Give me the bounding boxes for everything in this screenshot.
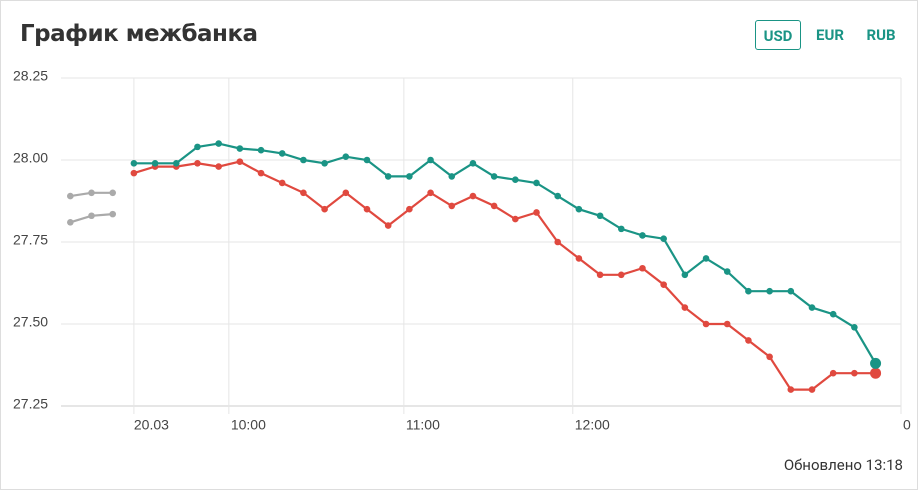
data-point [766, 353, 773, 361]
data-point [596, 271, 604, 279]
y-tick-label: 28.25 [13, 68, 48, 84]
data-point [851, 323, 858, 331]
data-point [384, 173, 392, 180]
data-point [130, 159, 138, 167]
data-point [554, 192, 562, 200]
series-line [133, 160, 876, 391]
data-point [172, 159, 180, 167]
data-point [130, 169, 138, 177]
data-point [257, 169, 265, 177]
data-point [870, 357, 882, 369]
data-point [512, 176, 519, 183]
data-point [787, 287, 795, 295]
data-point [406, 205, 413, 213]
y-tick-label: 27.25 [13, 396, 48, 412]
data-point [448, 202, 456, 210]
data-point [808, 386, 816, 393]
data-point [617, 225, 625, 233]
data-point [745, 337, 752, 344]
y-tick-label: 28.00 [13, 150, 48, 166]
data-point [406, 173, 413, 180]
data-point [427, 156, 434, 164]
data-point [851, 369, 858, 377]
x-tick-label: 20.03 [134, 417, 169, 433]
data-point [342, 189, 350, 197]
x-tick-label: 11:00 [406, 417, 440, 433]
y-tick-label: 27.50 [13, 314, 48, 330]
data-point [321, 159, 328, 167]
data-point [88, 212, 95, 220]
data-point [67, 219, 74, 226]
data-point [88, 189, 95, 197]
data-point [808, 304, 816, 311]
data-point [512, 215, 519, 223]
data-point [702, 255, 710, 262]
data-point [829, 369, 837, 377]
data-point [787, 386, 795, 393]
data-point [109, 189, 117, 197]
data-point [766, 287, 773, 295]
data-point [723, 320, 731, 328]
currency-button[interactable]: USD [755, 20, 801, 50]
data-point [384, 222, 392, 229]
data-point [67, 192, 74, 200]
data-point [278, 179, 286, 187]
data-point [533, 209, 540, 216]
data-point [194, 159, 201, 167]
data-point [363, 205, 371, 213]
data-point [342, 153, 350, 161]
data-point [745, 287, 752, 295]
data-point [469, 159, 477, 167]
title: График межбанка [20, 21, 258, 47]
x-tick-label: 10:00 [231, 417, 266, 433]
data-point [321, 205, 328, 213]
data-point [639, 232, 646, 239]
y-tick-label: 27.75 [13, 232, 48, 248]
data-point [215, 163, 222, 170]
data-point [617, 271, 625, 279]
data-point [257, 146, 265, 154]
data-point [427, 189, 434, 197]
data-point [829, 310, 837, 318]
data-point [660, 281, 667, 288]
data-point [448, 173, 456, 180]
x-tick-label: 0 [903, 417, 911, 433]
currency-button[interactable]: RUB [866, 26, 896, 44]
data-point [236, 158, 244, 165]
data-point [194, 143, 201, 151]
data-point [723, 268, 731, 275]
data-point [702, 320, 710, 328]
updated-time: Обновлено 13:18 [783, 456, 903, 474]
x-tick-label: 12:00 [575, 417, 610, 433]
data-point [300, 156, 307, 164]
data-point [681, 271, 689, 279]
data-point [236, 145, 244, 152]
series-line [133, 142, 877, 364]
data-point [490, 173, 498, 180]
data-point [469, 192, 477, 200]
data-point [109, 210, 117, 218]
data-point [575, 205, 583, 213]
data-point [151, 159, 159, 167]
data-point [596, 212, 604, 220]
data-point [639, 264, 646, 272]
data-point [575, 255, 583, 262]
data-point [300, 189, 307, 197]
data-point [870, 367, 882, 379]
data-point [215, 140, 222, 147]
currency-button[interactable]: EUR [816, 26, 844, 44]
data-point [278, 150, 286, 157]
data-point [681, 304, 689, 311]
data-point [490, 202, 498, 210]
data-point [660, 235, 667, 243]
data-point [533, 179, 540, 187]
data-point [363, 156, 371, 164]
data-point [554, 238, 562, 246]
